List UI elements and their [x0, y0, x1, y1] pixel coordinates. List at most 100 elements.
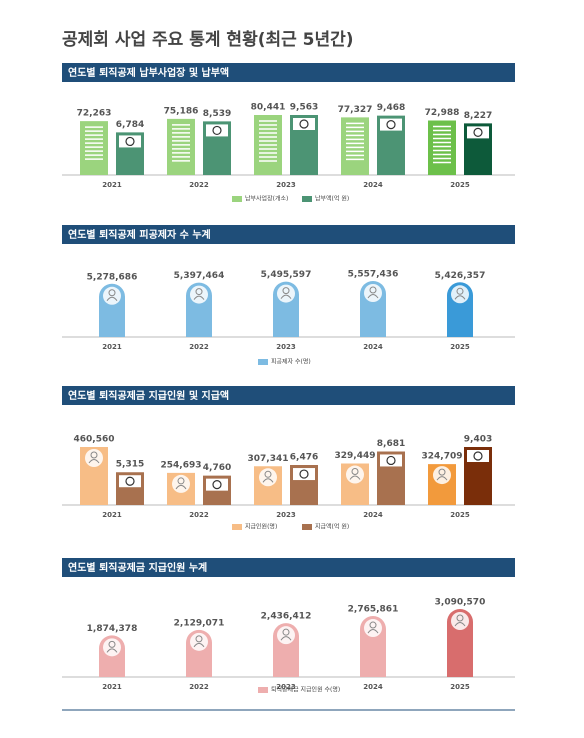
icon: [369, 621, 377, 629]
value-label: 6,784: [116, 120, 144, 130]
icon: [473, 127, 483, 137]
icon: [293, 468, 315, 481]
icon: [299, 119, 309, 129]
icon: [282, 287, 290, 295]
value-label: 72,988: [425, 108, 460, 118]
value-label: 77,327: [338, 105, 373, 115]
legend-swatch: [302, 524, 312, 530]
bar: [428, 120, 456, 175]
x-tick-label: 2022: [189, 343, 209, 351]
value-label: 5,426,357: [435, 271, 486, 281]
icon: [212, 480, 222, 490]
icon: [280, 636, 292, 641]
icon: [349, 475, 361, 480]
section-header: [62, 225, 515, 244]
section-title: 연도별 퇴직공제금 지급인원 및 지급액: [68, 389, 229, 402]
bar: [341, 117, 369, 175]
icon: [467, 126, 489, 139]
bar: [80, 121, 108, 175]
icon: [456, 614, 464, 622]
bar: [167, 118, 195, 175]
x-tick-label: 2024: [363, 511, 383, 519]
icon: [195, 635, 203, 643]
icon: [175, 484, 187, 490]
legend-label: 퇴직공제금 지급인원 수(명): [271, 686, 340, 694]
icon: [473, 451, 483, 461]
x-tick-label: 2024: [363, 343, 383, 351]
icon: [125, 136, 135, 147]
icon: [386, 455, 396, 466]
icon: [177, 477, 185, 485]
value-label: 254,693: [161, 460, 202, 470]
x-tick-label: 2025: [450, 683, 470, 691]
icon: [299, 469, 309, 479]
legend-swatch: [258, 359, 268, 365]
icon: [367, 629, 379, 634]
x-tick-label: 2021: [102, 511, 122, 519]
icon: [351, 468, 359, 476]
legend-label: 지급인원(명): [245, 523, 277, 531]
value-label: 2,765,861: [348, 605, 399, 615]
section-title: 연도별 퇴직공제 피공제자 수 누계: [68, 228, 211, 241]
value-label: 9,563: [290, 103, 318, 113]
legend-label: 피공제자 수(명): [271, 358, 311, 366]
icon: [90, 451, 98, 459]
value-label: 2,436,412: [261, 612, 312, 622]
legend-swatch: [302, 196, 312, 202]
value-label: 324,709: [422, 452, 463, 462]
value-label: 329,449: [335, 451, 376, 461]
value-label: 5,557,436: [348, 270, 399, 280]
icon: [88, 459, 100, 464]
icon: [456, 287, 464, 295]
x-tick-label: 2021: [102, 343, 122, 351]
value-label: 4,760: [203, 463, 231, 473]
x-tick-label: 2025: [450, 343, 470, 351]
value-label: 8,539: [203, 109, 231, 119]
icon: [108, 289, 116, 297]
x-tick-label: 2022: [189, 181, 209, 189]
legend-label: 납부사업장(개소): [245, 195, 288, 203]
page-title: 공제회 사업 주요 통계 현황(최근 5년간): [62, 30, 354, 50]
x-tick-label: 2022: [189, 511, 209, 519]
x-tick-label: 2023: [276, 511, 296, 519]
icon: [206, 124, 228, 137]
x-tick-label: 2023: [276, 683, 296, 691]
section-header: [62, 63, 515, 82]
icon: [108, 640, 116, 648]
value-label: 6,476: [290, 453, 318, 463]
value-label: 80,441: [251, 103, 286, 113]
value-label: 9,468: [377, 103, 405, 113]
icon: [119, 135, 141, 148]
value-label: 460,560: [74, 435, 115, 445]
icon: [386, 119, 396, 130]
value-label: 2,129,071: [174, 618, 225, 628]
icon: [212, 125, 222, 136]
value-label: 1,874,378: [87, 624, 138, 634]
icon: [119, 475, 141, 488]
x-tick-label: 2023: [276, 343, 296, 351]
value-label: 8,227: [464, 111, 492, 121]
value-label: 5,495,597: [261, 270, 312, 280]
legend-label: 납부액(억 원): [315, 195, 349, 203]
value-label: 9,403: [464, 435, 492, 445]
x-tick-label: 2025: [450, 181, 470, 189]
x-tick-label: 2021: [102, 181, 122, 189]
value-label: 8,681: [377, 439, 405, 449]
value-label: 3,090,570: [435, 598, 486, 608]
icon: [438, 468, 446, 476]
value-label: 72,263: [77, 109, 112, 119]
section-header: [62, 558, 515, 577]
icon: [264, 470, 272, 478]
icon: [193, 642, 205, 648]
icon: [262, 478, 274, 483]
value-label: 75,186: [164, 106, 199, 116]
icon: [380, 118, 402, 131]
section-title: 연도별 퇴직공제 납부사업장 및 납부액: [68, 66, 229, 79]
x-tick-label: 2024: [363, 683, 383, 691]
icon: [206, 478, 228, 491]
icon: [467, 450, 489, 462]
icon: [106, 648, 118, 653]
value-label: 5,278,686: [87, 272, 138, 282]
legend-swatch: [232, 196, 242, 202]
